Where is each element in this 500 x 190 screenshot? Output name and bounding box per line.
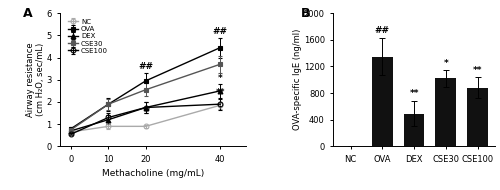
Text: **: ** [473, 66, 482, 75]
Y-axis label: OVA-specific IgE (ng/ml): OVA-specific IgE (ng/ml) [294, 29, 302, 131]
Text: *: * [444, 59, 448, 68]
Bar [372, 56, 392, 146]
Text: ##: ## [375, 26, 390, 35]
Text: **: ** [410, 89, 419, 98]
Text: ##: ## [138, 62, 153, 71]
Text: **: ** [216, 88, 225, 97]
Bar [436, 78, 456, 146]
Y-axis label: Airway resistance
(cm H₂O, sec/mL): Airway resistance (cm H₂O, sec/mL) [26, 43, 45, 117]
Text: ##: ## [212, 27, 228, 36]
Bar [467, 88, 488, 146]
Bar [404, 114, 424, 146]
Text: B: B [301, 7, 310, 20]
Legend: NC, OVA, DEX, CSE30, CSE100: NC, OVA, DEX, CSE30, CSE100 [67, 18, 109, 55]
Text: *: * [218, 74, 222, 83]
Text: A: A [23, 7, 32, 20]
X-axis label: Methacholine (mg/mL): Methacholine (mg/mL) [102, 169, 204, 178]
